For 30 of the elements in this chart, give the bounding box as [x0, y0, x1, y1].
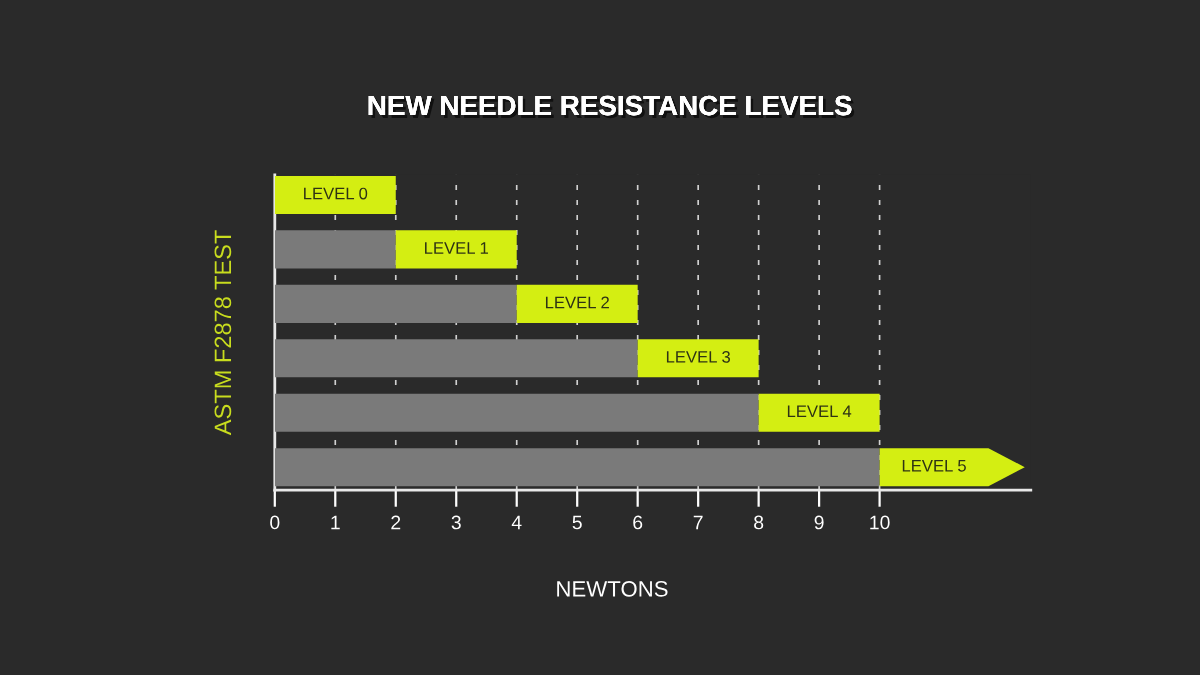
bar: [274, 175, 396, 215]
bar: [637, 339, 759, 378]
data-label: LEVEL 2: [545, 296, 609, 309]
bar: [516, 284, 638, 323]
x-tick-label: 9: [814, 515, 824, 530]
bar: [274, 448, 880, 487]
data-label: LEVEL 5: [902, 460, 966, 472]
bar: [395, 230, 517, 269]
data-label: LEVEL 1: [425, 242, 489, 254]
x-tick-label: 6: [633, 515, 643, 530]
x-tick-label: 1: [331, 515, 340, 530]
x-tick-label: 4: [511, 515, 522, 530]
x-tick-label: 2: [391, 515, 401, 530]
x-tick-label: 0: [270, 515, 280, 530]
chart-title: NEW NEEDLE RESISTANCE LEVELS: [368, 95, 855, 119]
data-label: LEVEL 0: [304, 187, 368, 200]
x-tick-label: 10: [870, 515, 890, 530]
data-label: LEVEL 3: [666, 350, 731, 363]
bar: [758, 393, 880, 432]
x-axis-title: NEWTONS: [557, 580, 668, 597]
data-label: LEVEL 4: [787, 405, 852, 418]
x-tick-label: 5: [572, 515, 582, 530]
x-tick-label: 8: [754, 515, 764, 530]
bar: [274, 339, 638, 378]
bar: [274, 393, 759, 432]
bar: [274, 284, 517, 323]
bar: [274, 230, 396, 269]
x-tick-label: 3: [451, 515, 461, 530]
x-tick-label: 7: [693, 515, 703, 530]
y-axis-title: ASTM F2878 TEST: [214, 230, 232, 436]
